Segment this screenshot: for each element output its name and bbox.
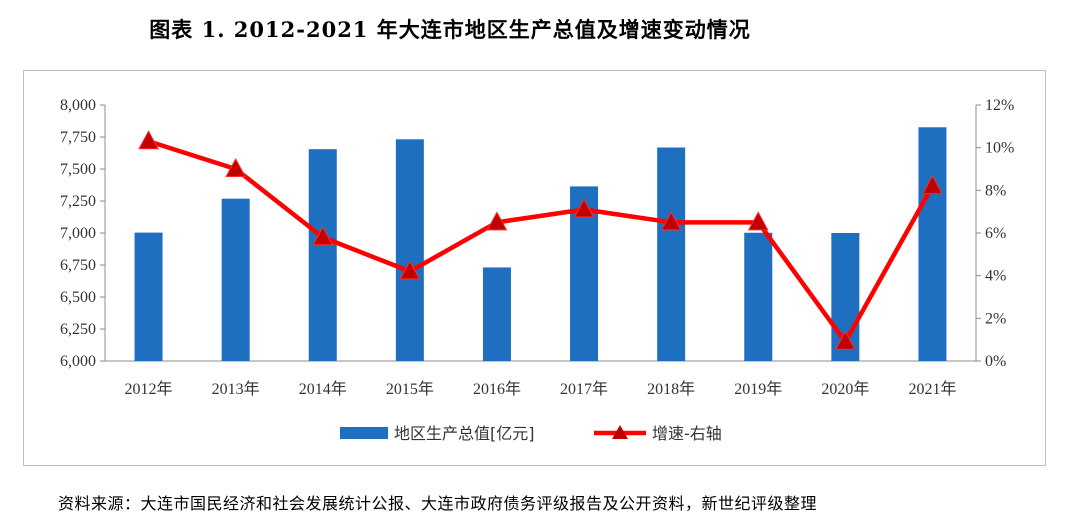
left-tick-label: 8,000 — [60, 97, 96, 114]
left-tick-label: 6,000 — [60, 353, 96, 370]
right-tick-label: 0% — [985, 353, 1006, 370]
right-tick-label: 2% — [985, 310, 1006, 327]
growth-marker-2021年 — [922, 175, 943, 195]
bar-2019年 — [744, 232, 773, 361]
growth-marker-2020年 — [835, 330, 856, 350]
legend-bar-swatch — [340, 427, 388, 439]
bar-2015年 — [395, 139, 424, 361]
right-tick-label: 12% — [985, 97, 1014, 114]
right-tick-label: 6% — [985, 225, 1006, 242]
left-tick-label: 6,250 — [60, 321, 96, 338]
bar-2012年 — [134, 232, 163, 361]
growth-marker-2017年 — [573, 198, 595, 218]
x-tick-label: 2018年 — [647, 380, 695, 398]
left-tick-label: 7,500 — [60, 161, 96, 178]
right-tick-label: 4% — [985, 268, 1006, 285]
growth-marker-2015年 — [399, 260, 421, 280]
growth-marker-2019年 — [747, 211, 769, 231]
bar-2016年 — [482, 267, 511, 361]
source-note: 资料来源：大连市国民经济和社会发展统计公报、大连市政府债务评级报告及公开资料，新… — [58, 494, 818, 513]
left-tick-label: 7,250 — [60, 193, 96, 210]
chart-frame — [23, 70, 1046, 466]
growth-marker-2012年 — [138, 130, 159, 150]
legend-line-marker — [612, 425, 628, 439]
growth-marker-2013年 — [225, 157, 246, 177]
growth-marker-2014年 — [312, 226, 334, 246]
bar-2013年 — [221, 198, 250, 361]
left-tick-label: 6,500 — [60, 289, 96, 306]
x-tick-label: 2020年 — [821, 380, 869, 398]
bar-2018年 — [657, 147, 686, 361]
growth-marker-2016年 — [486, 211, 508, 231]
bar-2014年 — [308, 149, 337, 361]
left-tick-label: 7,750 — [60, 129, 96, 146]
x-tick-label: 2012年 — [125, 380, 173, 398]
x-tick-label: 2014年 — [299, 380, 347, 398]
growth-marker-2018年 — [660, 211, 682, 231]
chart-title: 图表 1. 2012-2021 年大连市地区生产总值及增速变动情况 — [149, 17, 751, 42]
x-tick-label: 2016年 — [473, 380, 521, 398]
left-tick-label: 6,750 — [60, 257, 96, 274]
right-tick-label: 10% — [985, 140, 1014, 157]
x-tick-label: 2019年 — [734, 380, 782, 398]
x-tick-label: 2013年 — [212, 380, 260, 398]
legend-bar-label: 地区生产总值[亿元] — [394, 424, 535, 443]
x-tick-label: 2017年 — [560, 380, 608, 398]
left-tick-label: 7,000 — [60, 225, 96, 242]
legend-line-label: 增速-右轴 — [652, 424, 722, 443]
chart-svg: 6,000 6,250 6,500 6,750 7,000 7,250 7,500 7,750… — [60, 97, 1014, 443]
bar-2021年 — [918, 127, 947, 361]
x-tick-label: 2021年 — [908, 380, 956, 398]
x-tick-label: 2015年 — [386, 380, 434, 398]
growth-line — [147, 139, 935, 345]
right-tick-label: 8% — [985, 182, 1006, 199]
